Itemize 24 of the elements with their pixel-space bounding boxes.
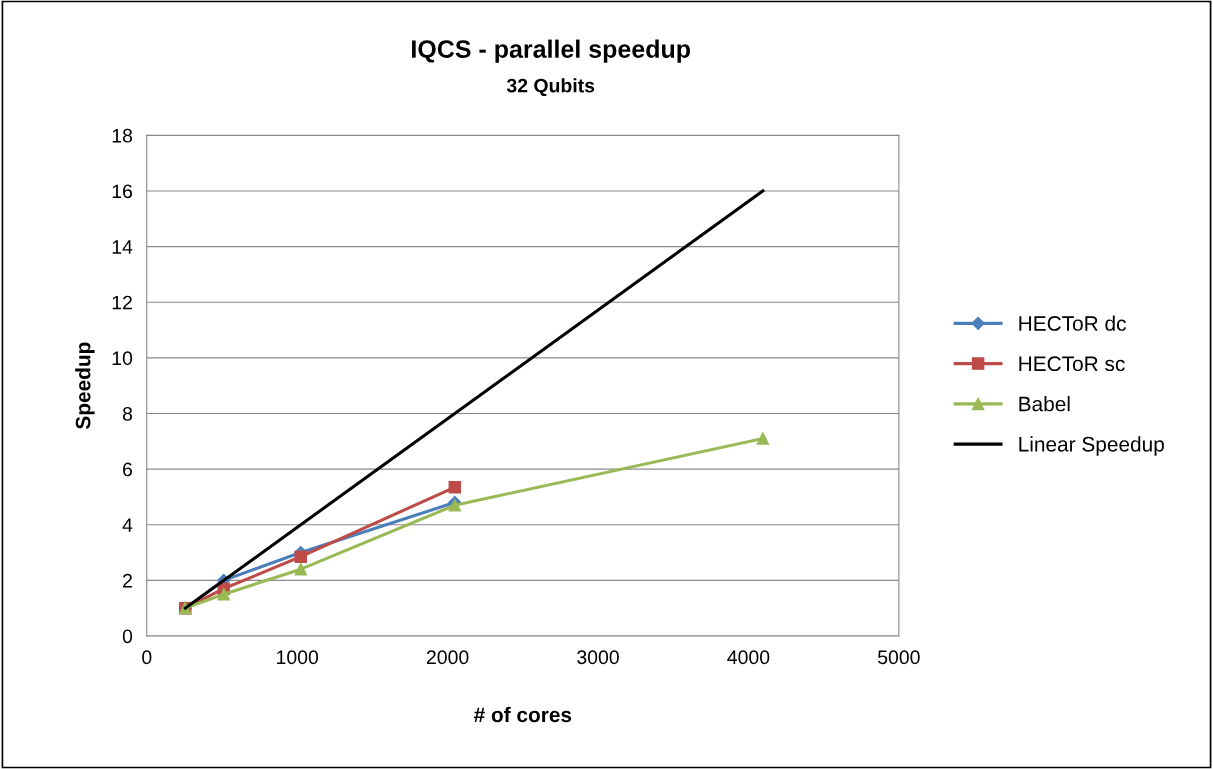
legend-label: Linear Speedup (1019, 436, 1164, 456)
y-tick-label: 10 (112, 351, 133, 366)
x-tick-label: 4000 (727, 650, 770, 665)
legend-label: HECToR sc (1019, 356, 1125, 372)
x-tick-label: 5000 (877, 650, 920, 665)
y-tick-label: 6 (123, 462, 133, 477)
chart-subtitle: 32 Qubits (506, 78, 595, 97)
y-tick-label: 18 (112, 128, 133, 143)
y-tick-label: 0 (122, 629, 133, 644)
legend-label: HECToR dc (1019, 315, 1126, 331)
y-axis-title: Speedup (75, 342, 95, 430)
legend-label: Babel (1019, 396, 1070, 412)
y-tick-label: 12 (112, 295, 132, 310)
y-tick-label: 14 (112, 240, 133, 254)
x-axis-title: # of cores (473, 706, 572, 723)
x-tick-label: 0 (142, 650, 152, 665)
x-tick-label: 2000 (426, 650, 469, 665)
y-tick-label: 16 (112, 184, 133, 199)
chart-title: IQCS - parallel speedup (412, 39, 690, 63)
y-tick-label: 2 (123, 573, 132, 588)
x-tick-label: 3000 (577, 650, 619, 665)
y-tick-label: 8 (122, 406, 133, 421)
y-tick-label: 4 (122, 518, 133, 532)
x-tick-label: 1000 (277, 650, 319, 665)
